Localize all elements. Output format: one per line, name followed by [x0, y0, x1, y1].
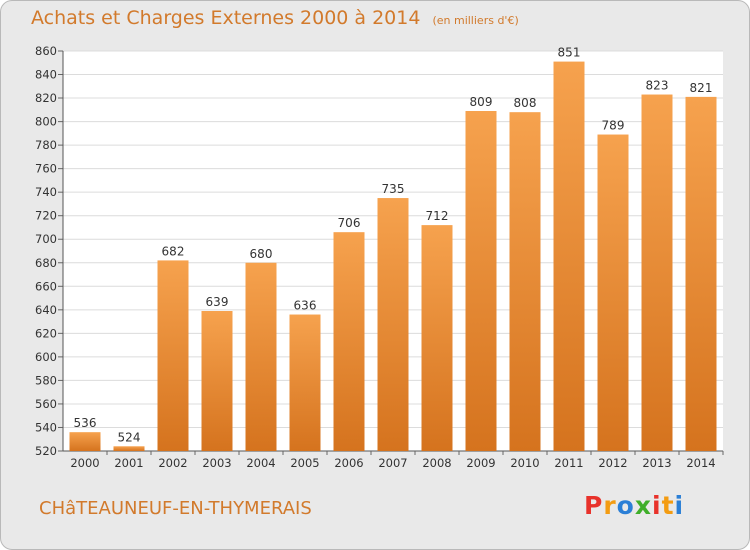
y-tick-label: 740 — [35, 185, 57, 199]
bar — [333, 232, 365, 451]
chart-subtitle: (en milliers d'€) — [432, 14, 519, 27]
bar — [685, 96, 717, 451]
data-label: 808 — [514, 96, 537, 110]
proxiti-logo: Proxiti — [584, 491, 684, 520]
data-label: 809 — [470, 95, 493, 109]
data-label: 789 — [602, 119, 625, 133]
y-tick-label: 780 — [35, 138, 57, 152]
y-tick-label: 700 — [35, 232, 57, 246]
data-label: 536 — [74, 416, 97, 430]
x-tick-label: 2000 — [70, 456, 99, 470]
y-tick-label: 600 — [35, 350, 57, 364]
y-tick-label: 720 — [35, 209, 57, 223]
x-tick-label: 2010 — [510, 456, 539, 470]
bar — [597, 134, 629, 451]
x-tick-label: 2008 — [422, 456, 451, 470]
data-label: 712 — [426, 209, 449, 223]
y-tick-label: 620 — [35, 326, 57, 340]
bar — [641, 94, 673, 451]
x-tick-label: 2014 — [686, 456, 715, 470]
bar — [201, 311, 233, 451]
y-tick-label: 560 — [35, 397, 57, 411]
data-label: 821 — [690, 81, 713, 95]
x-tick-label: 2009 — [466, 456, 495, 470]
data-label: 682 — [162, 244, 185, 258]
bar — [465, 111, 497, 451]
y-tick-label: 680 — [35, 256, 57, 270]
bar — [553, 61, 585, 452]
logo-letter: x — [634, 491, 652, 520]
bar — [509, 112, 541, 452]
y-tick-label: 860 — [35, 44, 57, 58]
data-label: 735 — [382, 182, 405, 196]
logo-letter: o — [616, 491, 635, 520]
data-label: 636 — [294, 299, 317, 313]
bar — [113, 446, 145, 451]
x-tick-label: 2011 — [554, 456, 583, 470]
data-label: 706 — [338, 216, 361, 230]
data-label: 524 — [118, 430, 141, 444]
x-tick-label: 2003 — [202, 456, 231, 470]
y-tick-label: 640 — [35, 303, 57, 317]
data-label: 639 — [206, 295, 229, 309]
bar — [289, 314, 321, 451]
y-tick-label: 820 — [35, 91, 57, 105]
logo-letter: r — [603, 491, 617, 520]
bar — [377, 198, 409, 451]
data-label: 851 — [558, 46, 581, 60]
data-label: 680 — [250, 247, 273, 261]
logo-letter: P — [584, 491, 604, 520]
y-tick-label: 840 — [35, 68, 57, 82]
x-tick-label: 2004 — [246, 456, 275, 470]
chart-title-text: Achats et Charges Externes 2000 à 2014 — [31, 7, 421, 29]
y-tick-label: 520 — [35, 444, 57, 458]
data-label: 823 — [646, 79, 669, 93]
y-tick-label: 580 — [35, 373, 57, 387]
bar — [421, 225, 453, 451]
bar — [245, 262, 277, 451]
x-tick-label: 2013 — [642, 456, 671, 470]
x-tick-label: 2007 — [378, 456, 407, 470]
logo-letter: t — [661, 491, 675, 520]
logo-letter: i — [674, 491, 685, 520]
x-tick-label: 2001 — [114, 456, 143, 470]
x-tick-label: 2002 — [158, 456, 187, 470]
chart-title: Achats et Charges Externes 2000 à 2014 (e… — [31, 7, 519, 29]
y-tick-label: 660 — [35, 279, 57, 293]
y-tick-label: 800 — [35, 115, 57, 129]
bar — [69, 432, 101, 451]
bar — [157, 260, 189, 451]
x-tick-label: 2006 — [334, 456, 363, 470]
y-tick-label: 540 — [35, 420, 57, 434]
y-tick-label: 760 — [35, 162, 57, 176]
logo-letter: i — [652, 491, 662, 520]
x-tick-label: 2012 — [598, 456, 627, 470]
commune-name: CHâTEAUNEUF-EN-THYMERAIS — [39, 498, 312, 519]
x-tick-label: 2005 — [290, 456, 319, 470]
